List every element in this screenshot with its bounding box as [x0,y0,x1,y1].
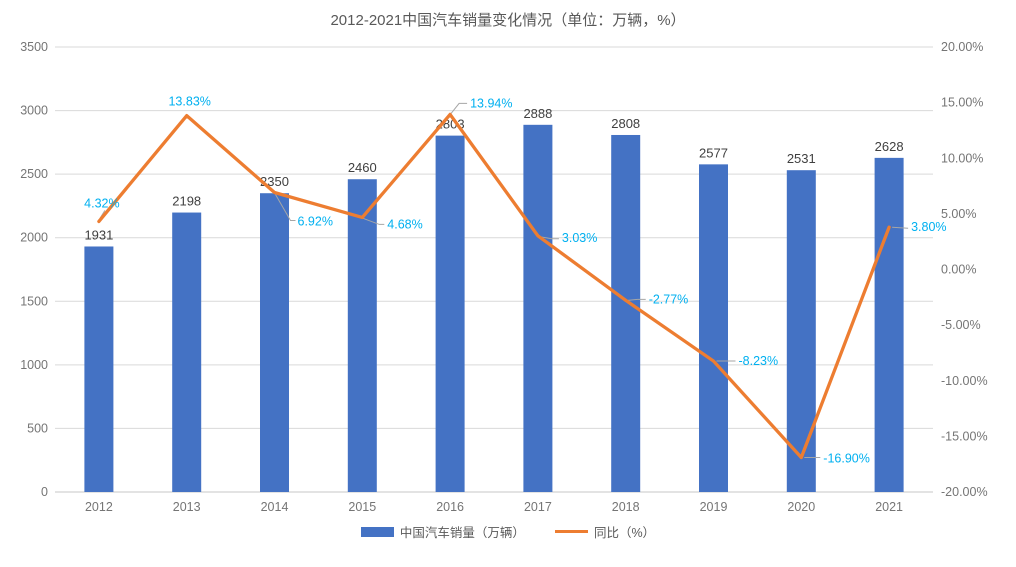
leader-line [275,194,296,222]
x-axis-label: 2021 [875,500,903,514]
bar [347,179,377,492]
bar-value-label: 1931 [84,227,113,242]
x-axis-label: 2012 [85,500,113,514]
yoy-point-label: 3.80% [911,220,946,234]
y-axis-tick-left: 1500 [20,294,48,308]
x-axis-label: 2016 [436,500,464,514]
bar-value-label: 2531 [787,151,816,166]
x-axis-label: 2017 [524,500,552,514]
leader-line [539,236,559,240]
yoy-point-label: -8.23% [739,354,779,368]
y-axis-tick-right: 5.00% [941,207,976,221]
legend-bar-swatch [360,526,394,537]
x-axis-label: 2018 [612,500,640,514]
legend-label-yoy: 同比（%） [593,526,656,540]
y-axis-tick-left: 500 [27,421,48,435]
y-axis-tick-right: 15.00% [941,96,983,110]
bar [172,212,202,493]
y-axis-tick-right: 0.00% [941,263,976,277]
yoy-point-label: 3.03% [562,231,597,245]
yoy-line [97,112,891,460]
yoy-point-label: 6.92% [298,215,333,229]
y-axis-tick-right: -20.00% [941,485,988,499]
y-axis-tick-right: 10.00% [941,151,983,165]
x-axis-label: 2015 [348,500,376,514]
chart-plot-area: 3500 3000 2500 2000 1500 1000 500 0 20.00% 15.00%… [20,40,988,514]
chart-legend: 中国汽车销量（万辆） 同比（%） [0,522,1016,541]
chart-title: 2012-2021中国汽车销量变化情况（单位：万辆，%） [330,12,686,29]
x-axis-label: 2019 [700,500,728,514]
bar-value-label: 2577 [699,145,728,160]
bar-value-label: 2888 [523,106,552,121]
bar [523,124,553,492]
yoy-point-label: -16.90% [823,452,870,466]
y-axis-tick-right: -10.00% [941,374,988,388]
x-axis-label: 2014 [261,500,289,514]
yoy-point-label: 4.68% [387,217,422,231]
bar [786,170,816,493]
legend-line-swatch [554,529,588,534]
yoy-point-label: 13.94% [470,96,512,110]
y-axis-tick-left: 2000 [20,231,48,245]
y-axis-tick-left: 3500 [20,40,48,54]
bar [874,157,904,492]
legend-item-sales: 中国汽车销量（万辆） [360,522,525,541]
bar-value-label: 2198 [172,194,201,209]
bar [435,135,465,492]
leader-line [892,226,909,229]
y-axis-tick-left: 2500 [20,167,48,181]
x-axis-label: 2020 [787,500,815,514]
y-axis-tick-right: 20.00% [941,40,983,54]
bar-value-label: 2628 [875,139,904,154]
y-axis-tick-left: 3000 [20,104,48,118]
yoy-point-label: 4.32% [84,196,119,210]
leader-line [450,102,468,114]
bar [611,134,641,493]
y-axis-tick-left: 1000 [20,358,48,372]
bar-value-label: 2808 [611,116,640,131]
y-axis-tick-left: 0 [41,485,48,499]
leader-line [363,217,385,225]
bar [699,164,728,493]
y-axis-tick-right: -5.00% [941,318,981,332]
legend-label-sales: 中国汽车销量（万辆） [399,526,525,540]
bar [260,193,289,492]
bar-value-label: 2460 [348,160,377,175]
leader-line [627,298,646,301]
y-axis-tick-right: -15.00% [941,429,988,443]
x-axis-label: 2013 [173,500,201,514]
legend-item-yoy: 同比（%） [554,522,656,541]
yoy-point-label: -2.77% [649,292,689,306]
bar [84,246,114,492]
yoy-point-label: 13.83% [168,95,210,109]
